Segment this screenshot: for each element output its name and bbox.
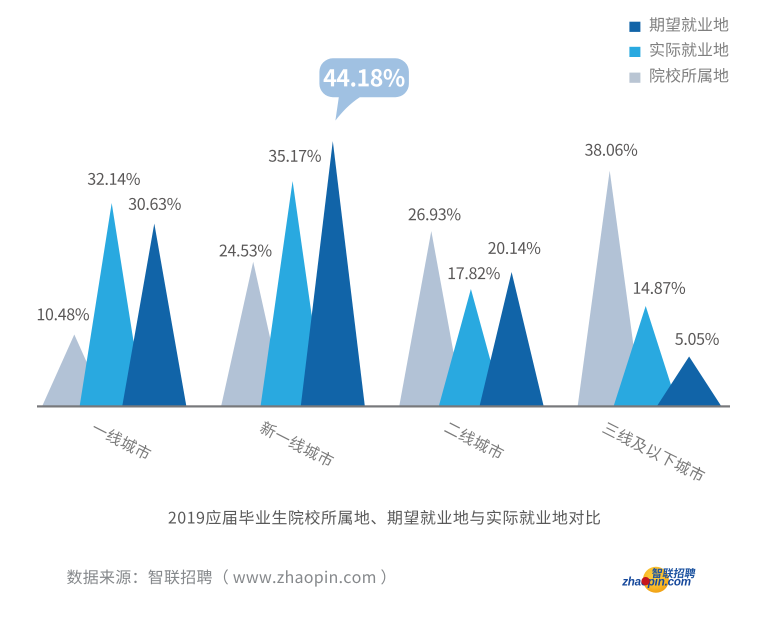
svg-text:zhaopin.com: zhaopin.com [621,576,691,589]
